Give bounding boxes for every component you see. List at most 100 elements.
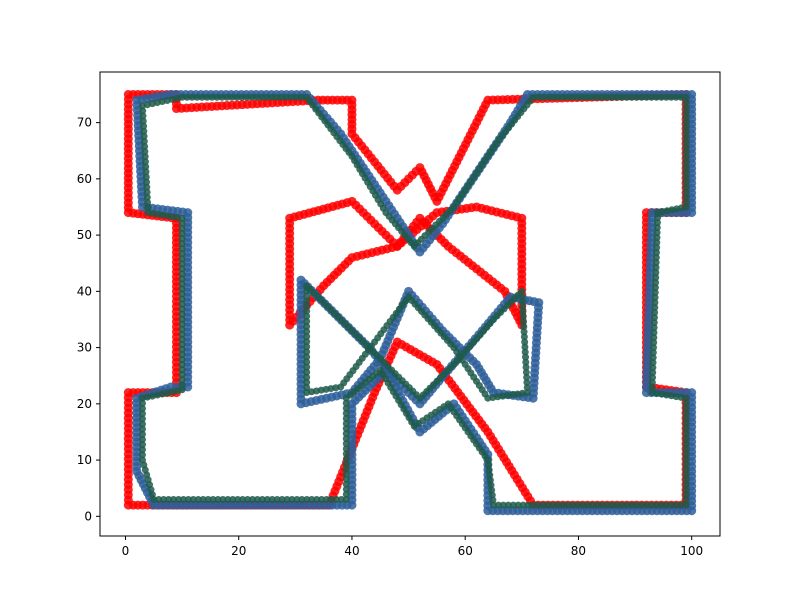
scatter-point (588, 501, 596, 509)
scatter-point (178, 239, 186, 247)
scatter-point (178, 381, 186, 389)
scatter-point (273, 93, 281, 101)
scatter-point (650, 319, 658, 327)
scatter-point (342, 490, 350, 498)
scatter-point (303, 348, 311, 356)
scatter-point (652, 274, 660, 282)
scatter-point (244, 495, 252, 503)
y-axis: 0 10 20 30 40 50 60 70 (77, 116, 100, 523)
series-2 (138, 93, 690, 509)
scatter-point (198, 93, 206, 101)
scatter-point (662, 501, 670, 509)
scatter-point (303, 378, 311, 386)
scatter-point (529, 93, 537, 101)
scatter-point (342, 404, 350, 412)
scatter-point (539, 501, 547, 509)
scatter-point (178, 340, 186, 348)
scatter-point (682, 158, 690, 166)
scatter-point (208, 93, 216, 101)
scatter-point (178, 265, 186, 273)
scatter-point (342, 445, 350, 453)
scatter-point (214, 495, 222, 503)
scatter-point (682, 173, 690, 181)
scatter-point (155, 495, 163, 503)
scatter-point (138, 399, 146, 407)
scatter-point (303, 297, 311, 305)
scatter-point (578, 501, 586, 509)
scatter-point (682, 193, 690, 201)
scatter-point (633, 501, 641, 509)
scatter-point (504, 501, 512, 509)
scatter-point (520, 328, 528, 336)
scatter-point (213, 93, 221, 101)
scatter-point (138, 456, 146, 464)
scatter-point (342, 470, 350, 478)
scatter-point (323, 495, 331, 503)
scatter-point (651, 289, 659, 297)
scatter-point (649, 349, 657, 357)
scatter-point (651, 284, 659, 292)
scatter-point (682, 188, 690, 196)
scatter-point (303, 338, 311, 346)
scatter-point (652, 501, 660, 509)
scatter-point (521, 348, 529, 356)
y-tick-label: 70 (77, 116, 92, 130)
scatter-point (249, 495, 257, 503)
scatter-point (342, 394, 350, 402)
scatter-point (628, 93, 636, 101)
scatter-point (178, 371, 186, 379)
scatter-point (603, 501, 611, 509)
scatter-point (224, 495, 232, 503)
scatter-point (178, 376, 186, 384)
scatter-point (623, 501, 631, 509)
scatter-point (682, 123, 690, 131)
scatter-point (652, 269, 660, 277)
scatter-point (519, 303, 527, 311)
scatter-point (233, 93, 241, 101)
scatter-point (303, 373, 311, 381)
scatter-point (303, 322, 311, 330)
scatter-point (521, 343, 529, 351)
scatter-point (178, 255, 186, 263)
scatter-point (682, 404, 690, 412)
scatter-point (534, 93, 542, 101)
scatter-point (522, 353, 530, 361)
scatter-point (303, 328, 311, 336)
scatter-point (303, 312, 311, 320)
scatter-point (544, 93, 552, 101)
scatter-point (522, 358, 530, 366)
scatter-point (178, 345, 186, 353)
scatter-point (342, 399, 350, 407)
scatter-point (554, 93, 562, 101)
scatter-point (682, 450, 690, 458)
scatter-point (178, 350, 186, 358)
scatter-point (649, 359, 657, 367)
scatter-point (653, 224, 661, 232)
scatter-point (138, 441, 146, 449)
scatter-point (178, 361, 186, 369)
scatter-point (178, 285, 186, 293)
scatter-point (178, 275, 186, 283)
scatter-point (273, 495, 281, 503)
scatter-point (238, 93, 246, 101)
scatter-point (268, 495, 276, 503)
scatter-point (613, 93, 621, 101)
scatter-point (628, 501, 636, 509)
scatter-point (677, 93, 685, 101)
scatter-point (342, 465, 350, 473)
scatter-point (593, 93, 601, 101)
scatter-point (123, 94, 133, 104)
scatter-point (509, 501, 517, 509)
scatter-point (653, 234, 661, 242)
scatter-point (518, 297, 526, 305)
scatter-point (682, 399, 690, 407)
scatter-point (268, 93, 276, 101)
scatter-point (313, 495, 321, 503)
scatter-point (303, 343, 311, 351)
scatter-point (652, 279, 660, 287)
scatter-point (682, 98, 690, 106)
scatter-point (682, 491, 690, 499)
scatter-point (682, 168, 690, 176)
scatter-point (568, 501, 576, 509)
